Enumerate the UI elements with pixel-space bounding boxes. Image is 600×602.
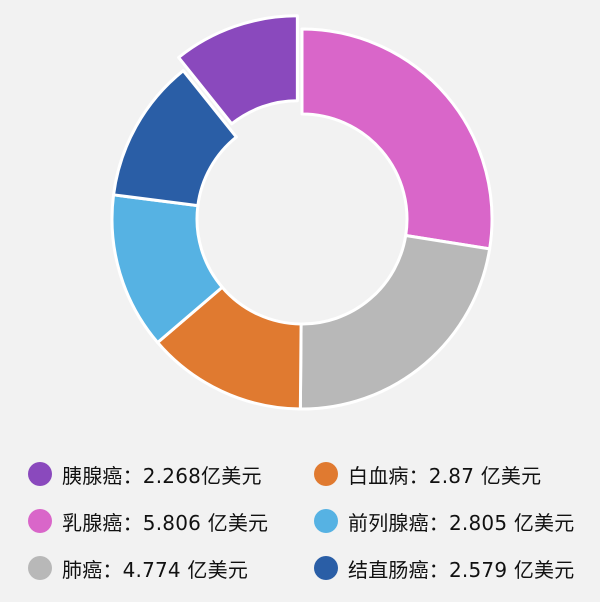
legend-label-prostate: 前列腺癌：2.805 亿美元 — [348, 510, 575, 535]
slice-colorectal — [112, 69, 238, 208]
legend-label-breast: 乳腺癌：5.806 亿美元 — [62, 510, 269, 535]
legend-swatch-colorectal — [314, 556, 338, 580]
slice-pancreatic — [177, 14, 299, 126]
legend-label-lung: 肺癌：4.774 亿美元 — [62, 557, 249, 582]
legend-swatch-lung — [28, 556, 52, 580]
legend-item-lung: 肺癌：4.774 亿美元 — [28, 550, 248, 586]
legend-item-pancreatic: 胰腺癌：2.268亿美元 — [28, 456, 262, 492]
slice-lung — [298, 234, 492, 411]
legend-item-leukemia: 白血病：2.87 亿美元 — [314, 456, 541, 492]
legend-label-leukemia: 白血病：2.87 亿美元 — [348, 463, 542, 488]
donut-chart — [110, 14, 494, 411]
legend-swatch-leukemia — [314, 462, 338, 486]
legend-swatch-breast — [28, 509, 52, 533]
legend-label-pancreatic: 胰腺癌：2.268亿美元 — [62, 463, 262, 488]
chart-legend: 胰腺癌：2.268亿美元 白血病：2.87 亿美元 乳腺癌：5.806 亿美元 … — [28, 456, 600, 596]
legend-swatch-prostate — [314, 509, 338, 533]
legend-item-colorectal: 结直肠癌：2.579 亿美元 — [314, 550, 574, 586]
legend-item-prostate: 前列腺癌：2.805 亿美元 — [314, 503, 574, 539]
slice-breast — [300, 27, 494, 251]
legend-label-colorectal: 结直肠癌：2.579 亿美元 — [348, 557, 575, 582]
legend-item-breast: 乳腺癌：5.806 亿美元 — [28, 503, 268, 539]
legend-swatch-pancreatic — [28, 462, 52, 486]
